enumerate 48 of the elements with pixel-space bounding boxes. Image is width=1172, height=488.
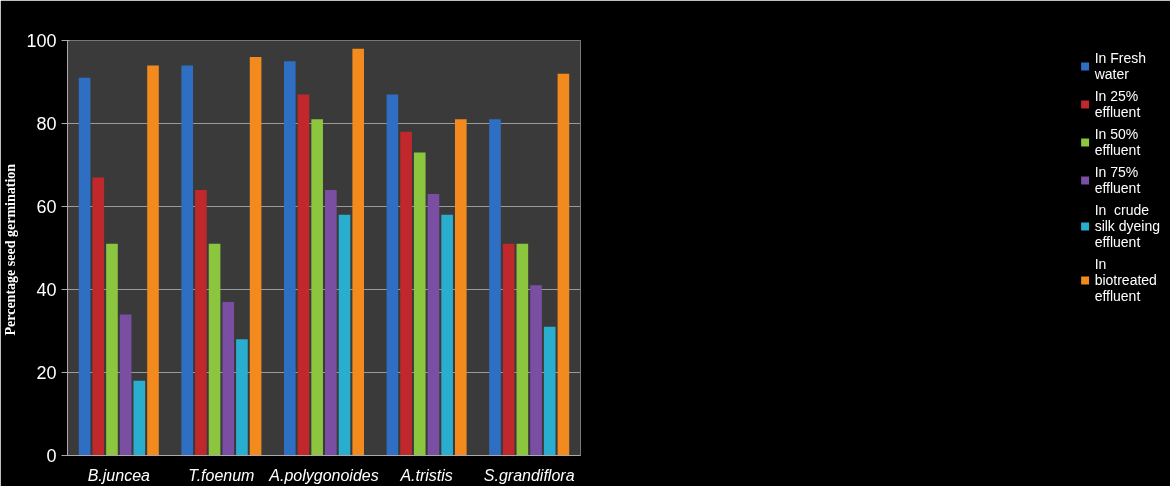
x-tick-label: T.foenum	[188, 466, 255, 484]
bar	[489, 119, 501, 456]
bar	[413, 152, 426, 456]
bar	[283, 61, 296, 456]
bar	[325, 189, 337, 456]
x-tick-label: A.polygonoides	[268, 466, 379, 484]
bar	[236, 339, 248, 456]
bar	[147, 65, 159, 456]
bar	[311, 119, 323, 456]
bar	[530, 285, 542, 456]
bar	[181, 65, 194, 456]
bar	[543, 326, 556, 456]
bar	[454, 119, 467, 456]
bar	[208, 243, 221, 456]
x-tick-label: B.juncea	[87, 466, 151, 484]
bar	[119, 314, 132, 456]
bar	[352, 48, 365, 456]
y-tick-label: 80	[36, 114, 57, 134]
bar	[92, 177, 105, 456]
bar	[400, 131, 412, 456]
y-tick-label: 100	[26, 31, 57, 51]
bar	[516, 243, 529, 456]
x-tick-label: S.grandiflora	[483, 466, 575, 484]
x-tick-label: A.tristis	[399, 466, 453, 484]
bar	[557, 73, 570, 456]
bar	[441, 214, 453, 456]
bar	[427, 194, 440, 456]
legend-label: In 25% effluent	[1094, 88, 1141, 120]
legend-label: In 50% effluent	[1094, 126, 1141, 158]
y-tick-label: 40	[36, 280, 57, 300]
bar	[338, 214, 351, 456]
y-tick-label: 20	[36, 363, 57, 383]
bar	[133, 380, 146, 456]
y-tick-label: 60	[36, 197, 57, 217]
y-tick-label: 0	[46, 446, 57, 466]
bar	[249, 57, 262, 456]
legend-label: In biotreated effluent	[1094, 256, 1157, 304]
bar	[222, 301, 235, 456]
legend-label: In 75% effluent	[1094, 164, 1141, 196]
bar	[78, 77, 91, 456]
bar	[195, 189, 207, 456]
bar	[297, 94, 310, 456]
bar	[106, 243, 118, 456]
y-axis-title: Percentage seed germination	[3, 163, 19, 336]
bar	[502, 243, 515, 456]
legend-label: In Fresh water	[1094, 50, 1146, 82]
legend-label: In crude silk dyeing effluent	[1094, 202, 1160, 250]
bar	[386, 94, 399, 456]
